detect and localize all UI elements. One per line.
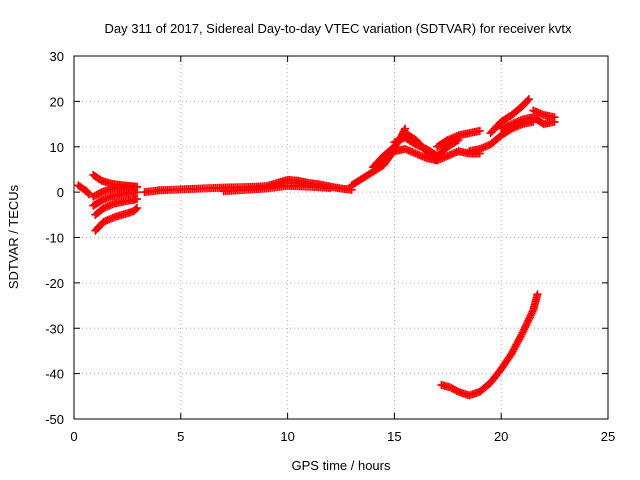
x-tick-label: 25 (601, 429, 615, 444)
data-point (525, 313, 534, 322)
data-point (521, 321, 530, 330)
data-point (527, 309, 536, 318)
data-point (133, 188, 142, 197)
data-point (521, 323, 530, 332)
series-arc-late-3 (497, 113, 559, 133)
y-tick-label: 0 (57, 185, 64, 200)
series-arc-rise-1 (347, 124, 410, 190)
series-arc-mid-2 (390, 133, 463, 160)
data-point (133, 204, 142, 213)
x-tick-label: 20 (494, 429, 508, 444)
data-point (522, 320, 531, 329)
data-point (83, 188, 92, 197)
y-tick-label: 30 (50, 49, 64, 64)
data-point (524, 316, 533, 325)
data-point (326, 184, 335, 193)
data-point (519, 327, 528, 336)
y-tick-label: 20 (50, 94, 64, 109)
series-arc-late-4 (529, 106, 559, 122)
series-arc-negative (437, 290, 542, 400)
x-tick-label: 10 (280, 429, 294, 444)
data-point (520, 325, 529, 334)
series-arc-fan-2 (89, 182, 142, 201)
chart-title: Day 311 of 2017, Sidereal Day-to-day VTE… (105, 21, 572, 36)
y-tick-label: -40 (45, 367, 64, 382)
data-points (74, 95, 559, 400)
series-arc-fan-4 (91, 194, 142, 219)
data-point (533, 290, 542, 299)
series-arc-mid-1 (390, 145, 484, 165)
x-tick-label: 15 (387, 429, 401, 444)
y-tick-label: -20 (45, 276, 64, 291)
series-arc-day-2 (219, 181, 335, 196)
axis-ticks: 0 5 10 15 20 25 -50 -40 -30 -20 -10 0 10 20 30 (45, 49, 615, 444)
y-tick-label: -30 (45, 321, 64, 336)
data-point (475, 126, 484, 135)
series-arc-fan-5 (91, 204, 142, 235)
y-tick-label: -50 (45, 412, 64, 427)
data-point (133, 194, 142, 203)
series-arc-start-1 (74, 181, 93, 199)
data-point (524, 95, 533, 104)
data-point (452, 386, 461, 395)
grid (74, 56, 608, 419)
data-point (523, 96, 532, 105)
x-tick-label: 0 (70, 429, 77, 444)
data-point (525, 314, 534, 323)
data-point (131, 205, 140, 214)
data-point (550, 113, 559, 122)
data-point (518, 328, 527, 337)
data-point (523, 318, 532, 327)
series-arc-mid-3 (433, 126, 484, 151)
data-point (84, 190, 93, 199)
x-axis-label: GPS time / hours (292, 458, 391, 473)
series-arc-late-2 (486, 95, 533, 138)
y-tick-label: 10 (50, 140, 64, 155)
data-point (526, 311, 535, 320)
y-axis-label: SDTVAR / TECUs (6, 184, 21, 289)
x-tick-label: 5 (177, 429, 184, 444)
y-tick-label: -10 (45, 231, 64, 246)
series-arc-fan-3 (89, 188, 142, 210)
data-point (96, 189, 105, 198)
data-point (528, 307, 537, 316)
